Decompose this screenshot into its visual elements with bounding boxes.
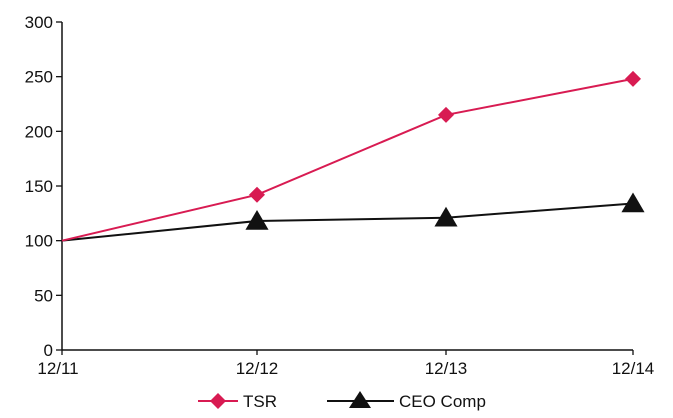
- y-tick-label: 250: [25, 68, 53, 87]
- x-tick-label: 12/12: [236, 359, 279, 378]
- legend-label-tsr: TSR: [243, 392, 277, 411]
- y-tick-label: 0: [44, 341, 53, 360]
- axes: [61, 22, 633, 351]
- x-tick-label: 12/13: [425, 359, 468, 378]
- tsr-point: [438, 106, 454, 123]
- legend-item-ceo-comp: CEO Comp: [327, 391, 486, 411]
- x-tick-label: 12/11: [37, 359, 78, 378]
- x-axis-ticks: 12/11 12/12 12/13 12/14: [37, 350, 654, 378]
- legend-item-tsr: TSR: [198, 392, 277, 411]
- x-tick-label: 12/14: [612, 359, 655, 378]
- ceo-comp-point: [621, 192, 645, 213]
- y-axis-ticks: 0 50 100 150 200 250 300: [25, 13, 62, 360]
- tsr-line: [61, 77, 634, 242]
- tsr-point: [249, 186, 265, 203]
- legend-diamond-marker: [210, 393, 226, 409]
- y-tick-label: 200: [25, 122, 53, 141]
- legend-label-ceo-comp: CEO Comp: [399, 392, 486, 411]
- ceo-comp-point: [434, 206, 458, 227]
- y-tick-label: 100: [25, 232, 53, 251]
- y-tick-label: 150: [25, 177, 53, 196]
- ceo-comp-series: [61, 192, 645, 242]
- series-layer: [61, 70, 645, 242]
- ceo-comp-point: [245, 209, 269, 230]
- tsr-series: [61, 70, 641, 242]
- ceo-comp-line: [61, 202, 634, 242]
- y-tick-label: 50: [34, 286, 53, 305]
- tsr-point: [625, 70, 641, 87]
- legend-triangle-marker: [349, 391, 371, 408]
- legend: TSR CEO Comp: [198, 391, 486, 411]
- y-tick-label: 300: [25, 13, 53, 32]
